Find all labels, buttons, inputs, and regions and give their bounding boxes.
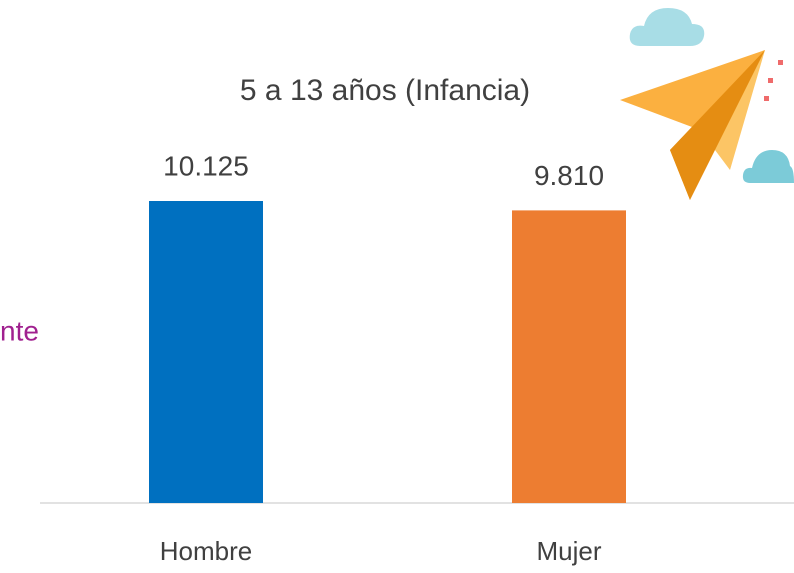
chart-title: 5 a 13 años (Infancia) — [240, 74, 530, 107]
x-tick-label: Hombre — [160, 536, 252, 566]
annotation: nte — [0, 315, 39, 346]
value-label: 9.810 — [534, 160, 604, 191]
value-label: 10.125 — [163, 150, 249, 181]
x-tick-label: Mujer — [536, 536, 601, 566]
bar — [149, 201, 263, 503]
bar — [512, 210, 626, 503]
decoration — [620, 8, 794, 200]
